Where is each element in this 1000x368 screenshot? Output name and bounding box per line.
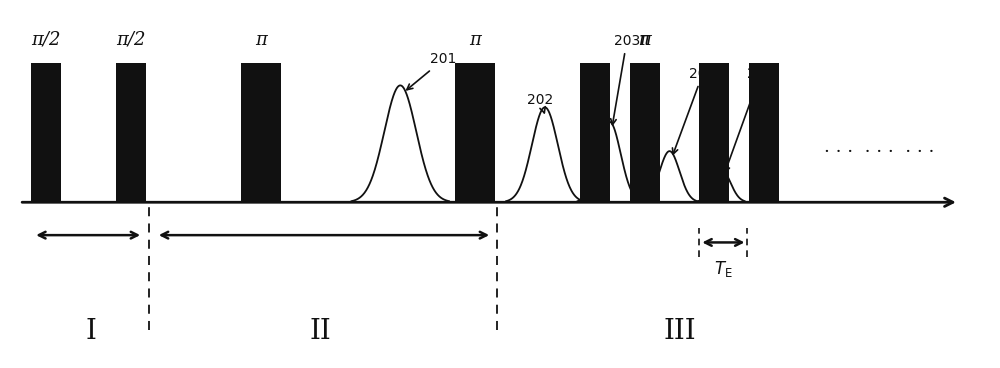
Text: π: π	[469, 31, 481, 49]
Bar	[699, 63, 729, 202]
Text: π/2: π/2	[32, 31, 61, 49]
Bar	[630, 63, 660, 202]
Text: II: II	[310, 318, 331, 345]
Text: $\pi$: $\pi$	[638, 31, 651, 49]
Text: . . .  . . .  . . .: . . . . . . . . .	[824, 138, 934, 156]
Text: π: π	[255, 31, 267, 49]
Bar	[455, 63, 495, 202]
Text: 204: 204	[672, 67, 716, 154]
Bar	[116, 63, 146, 202]
Text: 205: 205	[724, 67, 774, 172]
Text: π/2: π/2	[116, 31, 146, 49]
Text: 202: 202	[527, 93, 553, 113]
Text: III: III	[663, 318, 696, 345]
Bar	[749, 63, 779, 202]
Bar	[241, 63, 281, 202]
Text: I: I	[86, 318, 97, 345]
Text: π: π	[639, 31, 651, 49]
Bar	[580, 63, 610, 202]
Text: 203: 203	[611, 34, 640, 125]
Text: 201: 201	[407, 53, 457, 90]
Text: $T_{\mathrm{E}}$: $T_{\mathrm{E}}$	[714, 259, 733, 279]
Bar	[31, 63, 61, 202]
